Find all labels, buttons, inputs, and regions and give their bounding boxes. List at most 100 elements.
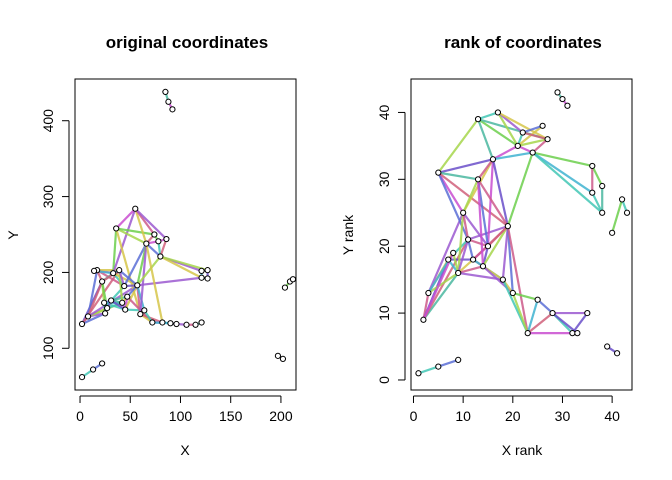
data-point (78, 374, 86, 381)
data-point (198, 267, 205, 275)
data-point (589, 189, 596, 196)
data-point (102, 310, 109, 317)
edge (467, 238, 475, 261)
data-point (157, 253, 164, 260)
edge (551, 311, 579, 335)
data-point (155, 238, 162, 245)
edge (437, 171, 470, 241)
data-point (204, 275, 211, 282)
edge (159, 255, 209, 272)
data-point (110, 270, 117, 277)
data-point (450, 249, 457, 256)
data-point (108, 297, 115, 304)
edge (124, 284, 139, 311)
edge (531, 151, 594, 194)
data-point (163, 235, 170, 243)
data-point (534, 296, 541, 303)
data-point (151, 231, 158, 238)
edge (134, 207, 148, 245)
y-tick-label: 200 (40, 261, 56, 285)
edge (476, 118, 495, 161)
data-point (435, 169, 442, 176)
x-axis-label-left: X (180, 442, 190, 458)
edge (110, 284, 126, 302)
data-point (589, 162, 596, 170)
edge (476, 158, 495, 181)
edge (462, 178, 480, 214)
x-tick-label: 0 (410, 408, 418, 424)
data-point (614, 350, 621, 357)
edge (457, 265, 485, 275)
data-point (198, 319, 205, 326)
y-axis-left: 100 200 300 400 (40, 109, 70, 360)
data-point (119, 299, 126, 306)
edge (159, 255, 203, 279)
data-point (574, 330, 581, 337)
data-point (121, 282, 128, 290)
edge (123, 242, 148, 288)
y-tick-label: 10 (376, 305, 392, 321)
data-point (99, 360, 106, 367)
data-point (584, 309, 591, 317)
edge (145, 242, 162, 258)
edge (521, 124, 544, 134)
chart-title-left: original coordinates (106, 33, 268, 52)
edge (136, 255, 162, 287)
edge (86, 280, 104, 318)
edge (476, 111, 500, 121)
edge (437, 158, 495, 174)
data-point (78, 320, 86, 328)
edge (571, 311, 589, 335)
edge (134, 207, 168, 241)
edge (476, 178, 509, 228)
data-point (99, 278, 106, 285)
data-point (116, 267, 123, 274)
y-tick-label: 400 (40, 109, 56, 133)
y-axis-label-left: Y (5, 230, 21, 240)
edge (591, 164, 604, 188)
data-point (101, 299, 108, 306)
data-point (509, 289, 516, 297)
edge (511, 291, 539, 301)
data-point (529, 149, 536, 156)
edge (531, 138, 549, 154)
edge (139, 313, 164, 324)
data-point (425, 289, 432, 297)
panel-rank-of-coordinates: rank of coordinates 0 10 20 30 40 010203040 … (340, 33, 633, 458)
edge (496, 111, 519, 147)
data-point (289, 276, 297, 283)
data-point (623, 209, 631, 216)
edge (611, 198, 624, 234)
data-point (162, 88, 169, 95)
data-point (514, 142, 521, 149)
data-point (132, 205, 139, 212)
edge (115, 227, 156, 236)
edge (427, 271, 460, 295)
edge (516, 124, 544, 147)
edge (506, 225, 514, 295)
edge (457, 238, 470, 275)
data-point (134, 282, 141, 289)
edge (462, 211, 470, 241)
edge (591, 191, 604, 214)
data-point (469, 256, 477, 263)
edge (501, 225, 509, 281)
y-tick-label: 30 (376, 171, 392, 187)
data-point (599, 182, 606, 190)
data-point (192, 321, 199, 328)
data-point (549, 309, 556, 317)
points-right (415, 89, 631, 377)
edge (486, 158, 495, 248)
data-point (484, 243, 492, 250)
x-tick-label: 20 (505, 408, 521, 424)
edge (491, 158, 509, 228)
edge (115, 207, 137, 230)
x-tick-label: 100 (169, 408, 193, 424)
edge (136, 276, 203, 287)
edge (118, 269, 124, 304)
edge (511, 291, 529, 335)
edge (491, 151, 534, 161)
data-point (494, 109, 502, 116)
data-point (124, 293, 131, 300)
